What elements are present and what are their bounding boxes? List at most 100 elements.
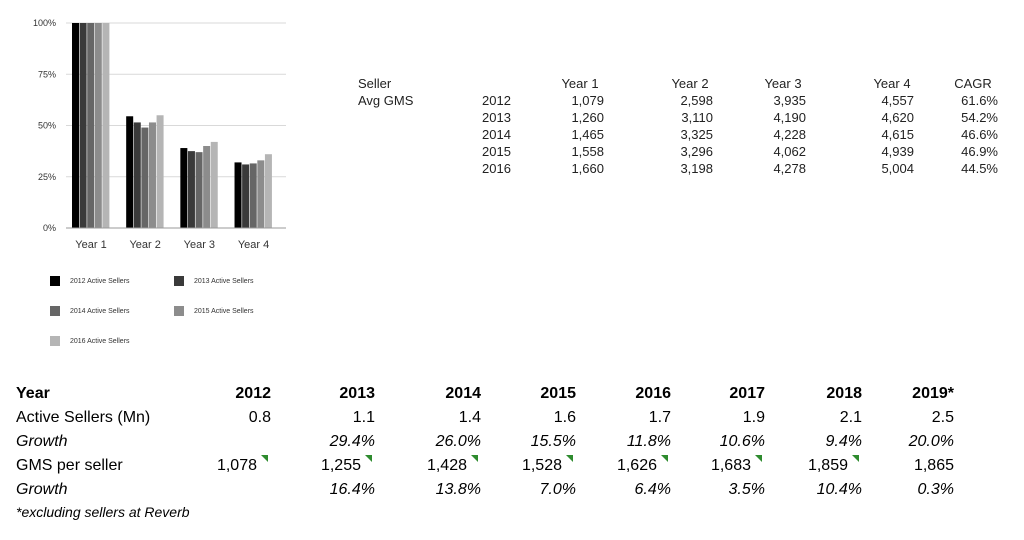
table-row: Active Sellers (Mn) 0.8 1.1 1.4 1.6 1.7 1.9 2.1… [16,407,976,431]
column-header: Year 3 [764,76,802,91]
y-tick-label: 0% [43,223,56,233]
header-year: 2018 [826,385,862,402]
table-cell: 26.0% [435,433,481,450]
legend-item: 2016 Active Sellers [50,336,130,346]
table-row: Growth 16.4% 13.8% 7.0% 6.4% 3.5% 10.4% 0.3% [16,479,976,503]
table-cell: 1,558 [571,144,604,159]
table-label-seller: Seller [358,76,392,91]
table-cell: 7.0% [539,481,576,498]
comment-flag-icon [566,455,573,462]
table-row: GMS per seller 1,078 1,255 1,428 1,528 1,626 1… [16,455,976,479]
legend-item: 2013 Active Sellers [174,276,254,286]
table-cell: 2.5 [931,409,954,426]
table-cell: 1,683 [710,457,751,474]
legend-label: 2014 Active Sellers [70,307,130,315]
table-cell: 3,325 [680,127,713,142]
table-cell: 4,278 [773,161,806,176]
table-cell: 3,110 [681,110,713,125]
table-cell: 4,228 [773,127,806,142]
bar [210,141,218,228]
header-year: 2017 [729,385,765,402]
table-cell: 2,598 [680,93,713,108]
table-cell: 1.4 [458,409,481,426]
x-tick-label: Year 2 [129,239,160,251]
table-cell: 3,296 [680,144,713,159]
table-cell: 3,198 [680,161,713,176]
bar [264,154,272,228]
table-cell: 4,615 [881,127,914,142]
comment-flag-icon [852,455,859,462]
table-cell: 1,428 [426,457,467,474]
table-cell: 6.4% [634,481,671,498]
table-cell: 44.5% [961,161,998,176]
table-cell: 1.1 [352,409,375,426]
table-cell: 1,626 [616,457,657,474]
legend-swatch [50,276,60,286]
table-cell: 11.8% [626,433,671,450]
comment-flag-icon [261,455,268,462]
header-year: 2019* [912,385,954,402]
table-cell: 9.4% [825,433,862,450]
bar [72,23,79,228]
legend-label: 2016 Active Sellers [70,337,130,345]
legend-label: 2012 Active Sellers [70,277,130,285]
footnote: *excluding sellers at Reverb [16,504,190,520]
header-year: 2014 [445,385,481,402]
table-label-avg-gms: Avg GMS [358,93,414,108]
bar [234,162,242,228]
header-year: 2016 [635,385,671,402]
bar [242,164,250,228]
table-cell: 13.8% [435,481,481,498]
comment-flag-icon [365,455,372,462]
table-cell: 46.6% [961,127,998,142]
table-cell: 3.5% [728,481,765,498]
header-year: 2012 [235,385,271,402]
row-label: GMS per seller [16,457,123,474]
bar [79,23,87,228]
table-cell: 1,078 [216,457,257,474]
retention-bar-chart: 100% 75% 50% 25% 0% Year 1 Year 2 Year 3 Year 4 [33,18,286,251]
comment-flag-icon [755,455,762,462]
active-sellers-table: Year 2012 2013 2014 2015 2016 2017 2018 2019* Act… [16,383,976,503]
row-label: Active Sellers (Mn) [16,409,151,426]
bar [102,23,110,228]
row-year: 2012 [482,93,511,108]
table-cell: 54.2% [961,110,998,125]
comment-flag-icon [661,455,668,462]
table-cell: 4,939 [881,144,914,159]
table-cell: 61.6% [961,93,998,108]
table-cell: 1,465 [571,127,604,142]
table-cell: 1.6 [553,409,576,426]
x-tick-label: Year 4 [238,239,269,251]
row-year: 2014 [482,127,511,142]
header-year: 2013 [339,385,375,402]
legend-label: 2015 Active Sellers [194,307,254,315]
bar [141,127,149,228]
legend-swatch [50,336,60,346]
bar [249,163,257,228]
row-label: Growth [16,433,68,450]
table-cell: 15.5% [530,433,576,450]
legend-item: 2014 Active Sellers [50,306,130,316]
legend-swatch [50,306,60,316]
table-cell: 0.8 [248,409,271,426]
header-year: 2015 [540,385,576,402]
comment-flag-icon [471,455,478,462]
y-tick-label: 100% [33,18,56,28]
legend-swatch [174,276,184,286]
table-cell: 46.9% [961,144,998,159]
bar [180,148,188,228]
table-cell: 1.9 [742,409,765,426]
table-cell: 1,079 [571,93,604,108]
bar [156,115,164,228]
row-year: 2016 [482,161,511,176]
y-tick-label: 50% [38,121,56,131]
table-cell: 4,190 [773,110,806,125]
table-cell: 2.1 [839,409,862,426]
legend-item: 2012 Active Sellers [50,276,130,286]
x-tick-label: Year 3 [184,239,215,251]
bar [257,160,265,228]
table-cell: 1.7 [648,409,671,426]
table-header-row: Year 2012 2013 2014 2015 2016 2017 2018 2019* [16,383,976,407]
row-year: 2013 [482,110,511,125]
